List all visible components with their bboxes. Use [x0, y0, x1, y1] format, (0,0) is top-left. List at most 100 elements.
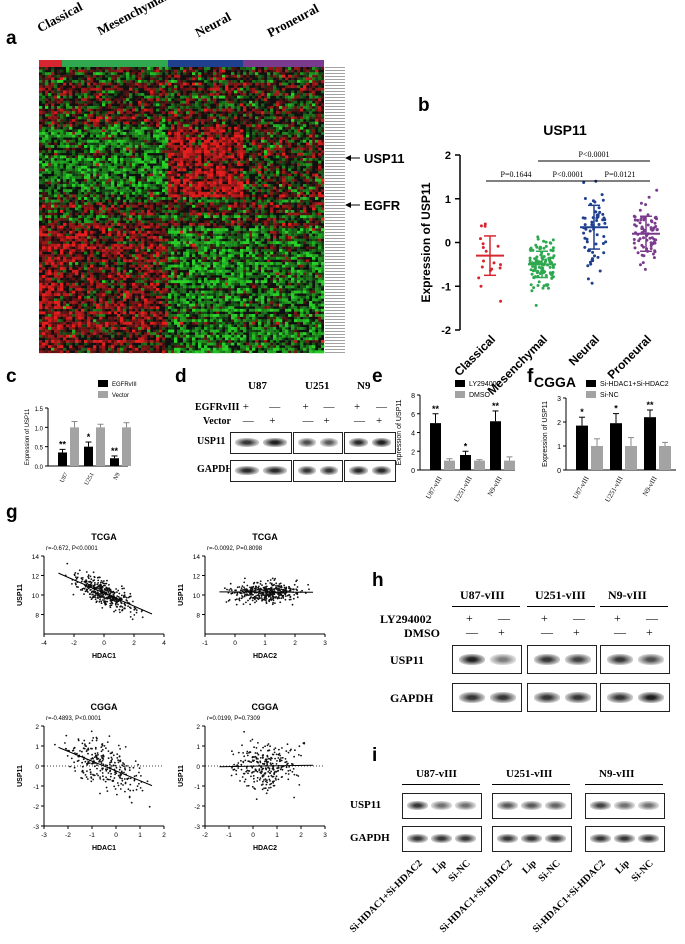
heatmap-cell — [93, 163, 97, 167]
heatmap-cell — [201, 82, 205, 86]
heatmap-cell — [192, 241, 196, 245]
heatmap-cell — [102, 113, 106, 117]
heatmap-cell — [99, 163, 103, 167]
heatmap-cell — [141, 126, 145, 130]
heatmap-cell — [291, 228, 295, 232]
heatmap-cell — [225, 150, 229, 154]
heatmap-cell — [228, 191, 232, 195]
heatmap-cell — [129, 116, 133, 120]
heatmap-cell — [183, 137, 187, 141]
heatmap-cell — [222, 152, 226, 156]
heatmap-cell — [300, 238, 304, 242]
heatmap-cell — [114, 139, 118, 143]
heatmap-cell — [75, 163, 79, 167]
heatmap-cell — [48, 210, 52, 213]
heatmap-cell — [204, 72, 208, 76]
heatmap-cell — [183, 173, 187, 177]
heatmap-cell — [105, 129, 109, 133]
heatmap-cell — [312, 207, 316, 211]
heatmap-cell — [198, 158, 202, 161]
heatmap-cell — [156, 69, 160, 73]
heatmap-cell — [300, 163, 304, 167]
heatmap-cell — [162, 217, 166, 221]
heatmap-cell — [57, 150, 61, 154]
heatmap-cell — [147, 150, 151, 154]
heatmap-cell — [171, 241, 175, 245]
heatmap-cell — [285, 93, 289, 96]
heatmap-cell — [81, 106, 85, 109]
heatmap-cell — [219, 207, 223, 211]
heatmap-cell — [210, 241, 214, 245]
heatmap-cell — [234, 111, 238, 115]
heatmap-cell — [279, 215, 283, 219]
heatmap-cell — [225, 116, 229, 120]
heatmap-cell — [231, 225, 235, 229]
heatmap-cell — [72, 176, 76, 180]
heatmap-cell — [120, 191, 124, 195]
heatmap-cell — [303, 80, 307, 83]
heatmap-cell — [258, 207, 262, 211]
heatmap-cell — [198, 176, 202, 180]
heatmap-cell — [213, 85, 217, 89]
heatmap-cell — [294, 173, 298, 177]
heatmap-cell — [315, 150, 319, 154]
heatmap-cell — [225, 145, 229, 148]
heatmap-cell — [171, 197, 175, 200]
heatmap-cell — [60, 145, 64, 148]
heatmap-cell — [240, 207, 244, 211]
heatmap-cell — [210, 191, 214, 195]
heatmap-cell — [234, 171, 238, 174]
heatmap-cell — [123, 189, 127, 193]
heatmap-cell — [45, 210, 49, 213]
heatmap-cell — [321, 228, 325, 232]
heatmap-cell — [153, 241, 157, 245]
heatmap-cell — [132, 126, 136, 130]
heatmap-cell — [315, 197, 319, 200]
heatmap-cell — [87, 173, 91, 177]
heatmap-cell — [267, 178, 271, 182]
heatmap-cell — [42, 155, 46, 159]
heatmap-cell — [264, 158, 268, 161]
heatmap-cell — [321, 72, 325, 76]
heatmap-cell — [42, 158, 46, 161]
heatmap-cell — [189, 230, 193, 234]
heatmap-cell — [249, 155, 253, 159]
heatmap-cell — [189, 152, 193, 156]
heatmap-cell — [213, 223, 217, 226]
heatmap-cell — [48, 181, 52, 185]
heatmap-cell — [240, 176, 244, 180]
heatmap-cell — [63, 220, 67, 224]
heatmap-cell — [90, 139, 94, 143]
heatmap-cell — [153, 184, 157, 187]
heatmap-cell — [57, 132, 61, 135]
heatmap-cell — [162, 210, 166, 213]
heatmap-cell — [297, 186, 301, 190]
heatmap-cell — [285, 95, 289, 99]
heatmap-cell — [186, 129, 190, 133]
heatmap-cell — [135, 238, 139, 242]
heatmap-cell — [60, 207, 64, 211]
heatmap-cell — [117, 111, 121, 115]
heatmap-cell — [66, 121, 70, 125]
heatmap-cell — [291, 119, 295, 122]
heatmap-cell — [279, 163, 283, 167]
heatmap-cell — [162, 233, 166, 237]
heatmap-cell — [321, 207, 325, 211]
heatmap-cell — [63, 189, 67, 193]
heatmap-cell — [156, 197, 160, 200]
heatmap-cell — [81, 90, 85, 94]
heatmap-cell — [171, 87, 175, 91]
heatmap-cell — [99, 108, 103, 112]
heatmap-cell — [168, 243, 172, 247]
heatmap-cell — [291, 204, 295, 208]
heatmap-cell — [159, 217, 163, 221]
heatmap-cell — [78, 233, 82, 237]
heatmap-cell — [39, 116, 43, 120]
heatmap-cell — [162, 116, 166, 120]
heatmap-cell — [201, 93, 205, 96]
heatmap-cell — [138, 77, 142, 81]
heatmap-cell — [249, 212, 253, 216]
heatmap-cell — [189, 223, 193, 226]
heatmap-cell — [204, 142, 208, 146]
heatmap-cell — [240, 95, 244, 99]
